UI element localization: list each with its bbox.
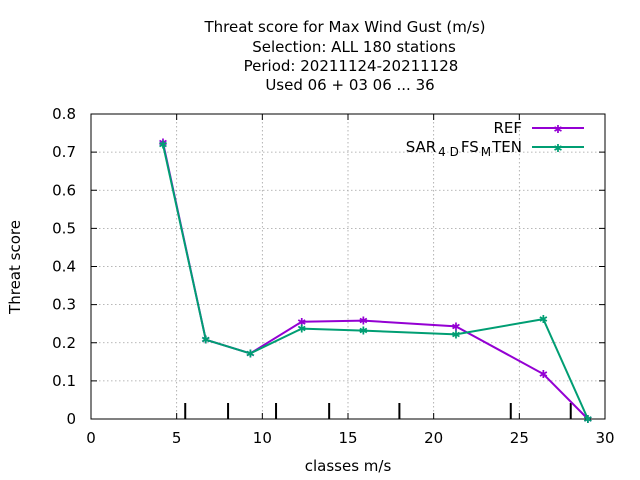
- data-point: ✱: [158, 137, 167, 150]
- series: ✱✱✱✱ ✱ ✱✱✱✱✱✱✱ ✱ ✱✱✱: [158, 137, 592, 426]
- data-point: ✱: [451, 320, 460, 333]
- y-tick-label: 0.5: [52, 219, 76, 237]
- y-tick-label: 0.7: [52, 143, 76, 161]
- data-point: ✱: [451, 328, 460, 341]
- series-line: [162, 142, 589, 420]
- title-line-1: Threat score for Max Wind Gust (m/s): [203, 18, 485, 36]
- y-tick-label: 0.6: [52, 181, 76, 199]
- data-point: ✱: [539, 313, 548, 326]
- y-tick-label: 0: [66, 410, 76, 428]
- data-point: ✱: [297, 316, 306, 329]
- x-tick-label: 20: [424, 429, 443, 447]
- legend-label-ref: REF: [493, 119, 522, 137]
- data-point: ✱: [583, 413, 592, 426]
- y-tick-label: 0.8: [52, 105, 76, 123]
- data-point: ✱: [246, 347, 255, 360]
- x-tick-label: 25: [510, 429, 529, 447]
- y-axis-label: Threat score: [6, 220, 24, 315]
- title-line-4: Used 06 + 03 06 ... 36: [265, 76, 434, 94]
- data-point: ✱: [583, 413, 592, 426]
- x-tick-labels: 0 5 10 15 20 25 30: [86, 429, 614, 447]
- plot-frame: [90, 113, 606, 420]
- title-line-2: Selection: ALL 180 stations: [252, 38, 456, 56]
- grid: [91, 114, 605, 419]
- chart-title: Threat score for Max Wind Gust (m/s) Sel…: [203, 18, 485, 94]
- x-tick-label: 0: [86, 429, 96, 447]
- legend-marker-sar: ✱: [553, 142, 562, 155]
- data-point: ✱: [359, 315, 368, 328]
- x-tick-label: 5: [172, 429, 182, 447]
- x-tick-label: 15: [338, 429, 357, 447]
- data-point: ✱: [158, 139, 167, 152]
- legend-label-sar: SAR 4 D FS MTEN: [406, 138, 522, 159]
- y-tick-label: 0.1: [52, 372, 76, 390]
- y-tick-label: 0.3: [52, 296, 76, 314]
- series-0: ✱✱✱✱ ✱ ✱✱✱: [158, 137, 592, 426]
- y-tick-label: 0.2: [52, 334, 76, 352]
- data-point: ✱: [201, 334, 210, 347]
- title-line-3: Period: 20211124-20211128: [244, 57, 459, 75]
- x-axis-label: classes m/s: [305, 457, 392, 475]
- data-point: ✱: [359, 325, 368, 338]
- series-1: ✱✱✱✱ ✱ ✱✱✱: [158, 139, 592, 427]
- x-tick-label: 30: [595, 429, 614, 447]
- data-point: ✱: [297, 323, 306, 336]
- class-limit-ticks: [184, 403, 572, 419]
- data-point: ✱: [539, 368, 548, 381]
- y-tick-labels: 0 0.1 0.2 0.3 0.4 0.5 0.6 0.7 0.8: [52, 105, 76, 428]
- legend: REF ✱ SAR 4 D FS MTEN ✱: [406, 119, 584, 159]
- legend-marker-ref: ✱: [553, 123, 562, 136]
- y-tick-label: 0.4: [52, 258, 76, 276]
- series-line: [162, 144, 589, 420]
- x-tick-label: 10: [253, 429, 272, 447]
